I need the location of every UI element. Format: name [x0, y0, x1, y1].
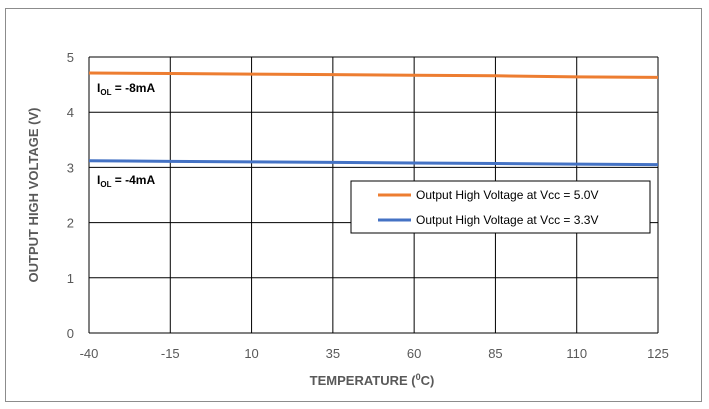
x-tick-label: 125 [647, 346, 669, 361]
x-tick-label: 60 [407, 346, 421, 361]
x-tick-label: -15 [161, 346, 180, 361]
y-tick-label: 2 [67, 216, 74, 231]
y-tick-label: 3 [67, 160, 74, 175]
legend: Output High Voltage at Vcc = 5.0V Output… [350, 180, 651, 234]
y-tick-label: 0 [67, 326, 74, 341]
x-tick-label: -40 [80, 346, 99, 361]
series-line-0 [88, 71, 659, 79]
annotation-iol-8ma: IOL = -8mA [97, 81, 155, 97]
x-tick-label: 85 [488, 346, 502, 361]
series-line-1 [88, 159, 659, 167]
y-axis-ticks: 0 1 2 3 4 5 [67, 50, 74, 341]
legend-box [350, 180, 651, 234]
y-tick-label: 4 [67, 105, 74, 120]
x-axis-ticks: -40 -15 10 35 60 85 110 125 [80, 346, 669, 361]
y-axis-title: OUTPUT HIGH VOLTAGE (V) [26, 107, 41, 282]
grid [88, 56, 659, 334]
annotation-iol-4ma: IOL = -4mA [97, 173, 155, 189]
series-layer [88, 71, 659, 167]
x-tick-label: 10 [244, 346, 258, 361]
x-tick-label: 110 [566, 346, 587, 361]
x-axis-title: TEMPERATURE (0C) [310, 372, 435, 388]
legend-label-vcc-3v3: Output High Voltage at Vcc = 3.3V [416, 213, 598, 227]
legend-label-vcc-5v: Output High Voltage at Vcc = 5.0V [416, 188, 598, 202]
y-tick-label: 1 [67, 271, 74, 286]
x-tick-label: 35 [326, 346, 340, 361]
y-tick-label: 5 [67, 50, 74, 65]
